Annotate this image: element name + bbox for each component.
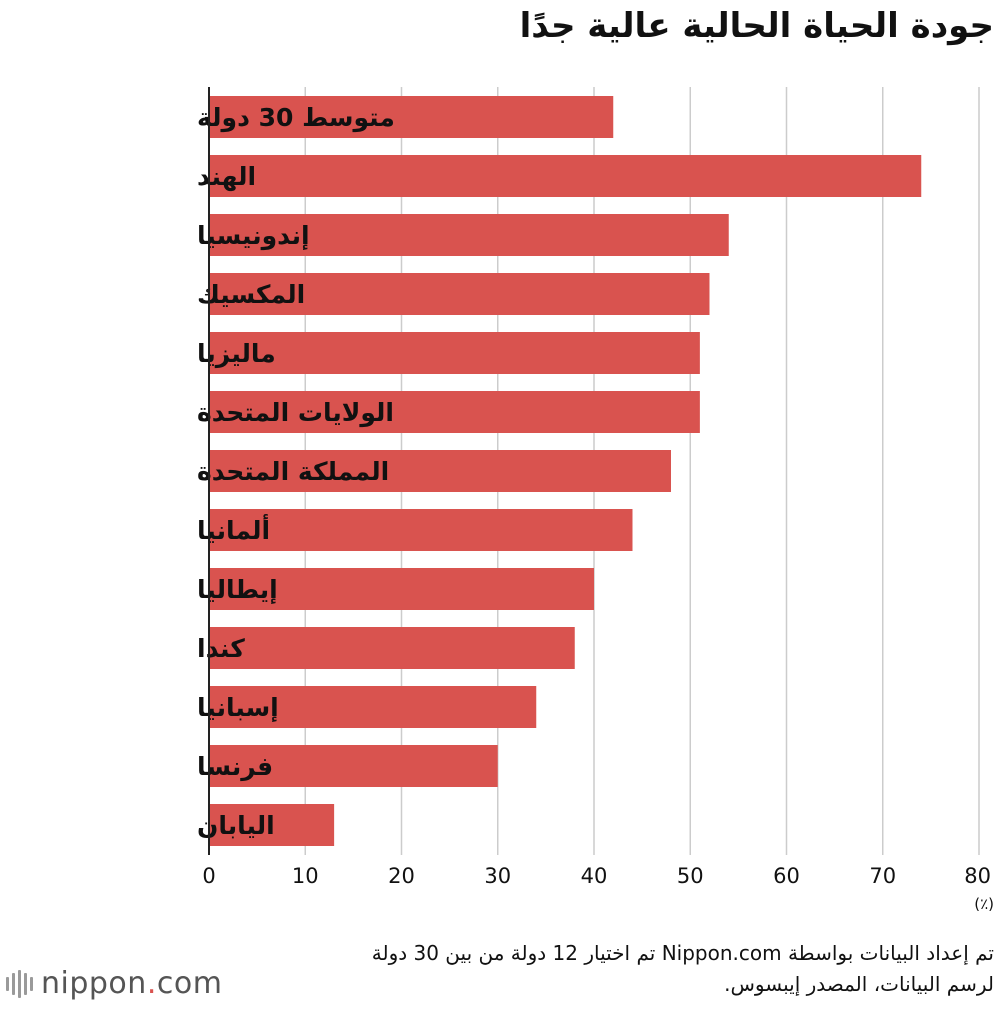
x-tick-label: 30 [484, 864, 511, 888]
x-tick-label: 80 [964, 864, 991, 888]
x-tick-label: 60 [773, 864, 800, 888]
category-label: ماليزيا [197, 339, 276, 369]
logo-dot: . [146, 966, 157, 1001]
x-tick-label: 0 [202, 864, 215, 888]
category-label: الولايات المتحدة [197, 398, 394, 428]
logo-suffix: com [156, 966, 223, 1001]
chart-title: جودة الحياة الحالية عالية جدًا [519, 6, 994, 46]
bar [209, 745, 498, 787]
category-label: الهند [197, 162, 256, 192]
bar [209, 568, 594, 610]
category-label: المكسيك [197, 280, 305, 309]
category-label: إيطاليا [197, 575, 278, 604]
x-tick-label: 10 [292, 864, 319, 888]
bar [209, 273, 710, 315]
x-tick-label: 20 [388, 864, 415, 888]
bar [209, 450, 671, 492]
logo-bars-icon [6, 969, 33, 998]
bar [209, 804, 335, 846]
category-label: ألمانيا [197, 514, 270, 545]
bar [209, 627, 575, 669]
x-tick-label: 50 [677, 864, 704, 888]
bar [209, 332, 700, 374]
x-tick-labels: 0 10 20 30 40 50 60 70 80 [202, 864, 991, 888]
source-note-line-1: تم إعداد البيانات بواسطة Nippon.com تم ا… [371, 941, 994, 965]
category-label: المملكة المتحدة [197, 457, 389, 486]
logo-name: nippon [41, 966, 147, 1001]
x-axis-unit-label: (٪) [974, 895, 994, 913]
bar [209, 391, 700, 433]
category-labels: متوسط 30 دولة الهند إندونيسيا المكسيك ماليزي… [197, 103, 395, 840]
bar [209, 509, 633, 551]
source-note-line-2: لرسم البيانات، المصدر إيبسوس. [724, 972, 994, 996]
logo-text: nippon.com [41, 966, 222, 1001]
x-tick-label: 40 [581, 864, 608, 888]
category-label: كندا [197, 634, 245, 663]
x-tick-label: 70 [869, 864, 896, 888]
category-label: إندونيسيا [197, 221, 310, 251]
nippon-logo: nippon.com [6, 966, 222, 1001]
bar [209, 155, 922, 197]
category-label: إسبانيا [197, 693, 279, 722]
bars [209, 96, 922, 846]
bar [209, 96, 614, 138]
category-label: متوسط 30 دولة [197, 103, 395, 133]
source-note: تم إعداد البيانات بواسطة Nippon.com تم ا… [234, 938, 994, 1000]
bar [209, 686, 537, 728]
bar [209, 214, 729, 256]
bar-chart: متوسط 30 دولة الهند إندونيسيا المكسيك ماليزي… [197, 87, 994, 913]
